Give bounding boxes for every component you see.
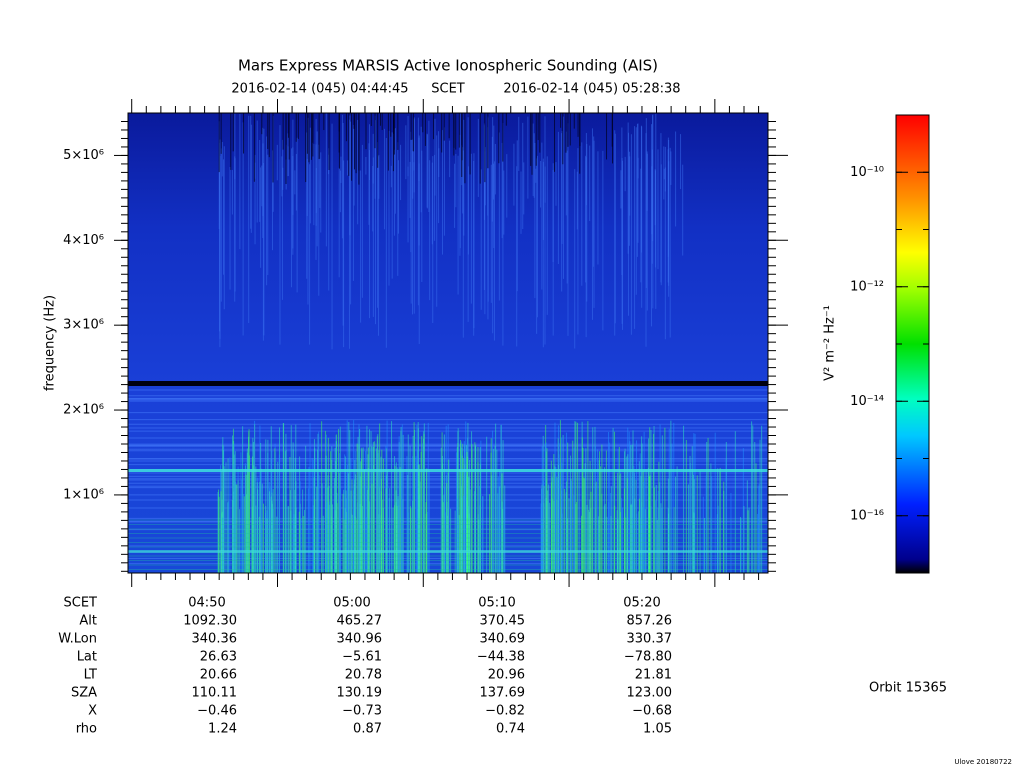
texture-band (128, 550, 768, 553)
y-tick-label: 5×10⁶ (63, 148, 104, 163)
colorbar-tick-label: 10⁻¹⁶ (850, 508, 884, 523)
colorbar-label: V² m⁻² Hz⁻¹ (823, 305, 838, 381)
ephemeris-value: −0.82 (485, 704, 525, 719)
ephemeris: SCET 04:50 05:00 05:10 05:20 Alt 1092.30 465.27… (58, 596, 672, 737)
ephemeris-label: SZA (71, 686, 97, 701)
title: Mars Express MARSIS Active Ionospheric S… (238, 57, 658, 75)
ephemeris-label: X (88, 704, 97, 719)
texture-band (128, 469, 768, 472)
y-axis-label: frequency (Hz) (43, 295, 58, 391)
ephemeris-value: −0.68 (632, 704, 672, 719)
colorbar-tick-label: 10⁻¹² (850, 279, 884, 294)
ephemeris-value: 857.26 (627, 614, 673, 629)
ephemeris-value: 05:20 (623, 596, 660, 611)
ephemeris-value: 123.00 (627, 686, 673, 701)
ephemeris-label: LT (84, 668, 97, 683)
orbit: Orbit 15365 (869, 681, 947, 696)
texture-band (128, 381, 768, 386)
ephemeris-value: 370.45 (480, 614, 526, 629)
ephemeris-label: Alt (79, 614, 97, 629)
ephemeris-value: 05:00 (333, 596, 370, 611)
ephemeris-label: W.Lon (58, 632, 97, 647)
ephemeris-value: 130.19 (337, 686, 383, 701)
ephemeris-value: 1092.30 (183, 614, 237, 629)
y-tick-label: 4×10⁶ (63, 233, 104, 248)
ephemeris-value: 0.74 (496, 722, 525, 737)
ephemeris-value: −0.73 (342, 704, 382, 719)
ephemeris-value: 0.87 (353, 722, 382, 737)
ephemeris-value: 21.81 (635, 668, 672, 683)
footer: Ulove 20180722 (954, 758, 1012, 766)
plot-frame (127, 112, 769, 574)
start-time: 2016-02-14 (045) 04:44:45 (231, 82, 408, 97)
ephemeris-value: 1.05 (643, 722, 672, 737)
end-time: 2016-02-14 (045) 05:28:38 (503, 82, 680, 97)
ephemeris-value: 04:50 (188, 596, 225, 611)
ephemeris-value: 330.37 (627, 632, 673, 647)
ephemeris-value: 20.96 (488, 668, 525, 683)
spectrogram (128, 113, 768, 573)
ephemeris-value: −44.38 (477, 650, 525, 665)
y-tick-label: 1×10⁶ (63, 487, 104, 502)
y-tick-label: 3×10⁶ (63, 318, 104, 333)
y-tick-label: 2×10⁶ (63, 403, 104, 418)
ephemeris-value: 1.24 (208, 722, 237, 737)
colorbar-tick-label: 10⁻¹⁴ (850, 394, 884, 409)
ephemeris-value: −0.46 (197, 704, 237, 719)
ephemeris-value: 20.78 (345, 668, 382, 683)
ephemeris-value: 465.27 (337, 614, 383, 629)
ephemeris-value: 20.66 (200, 668, 237, 683)
ephemeris-label: Lat (77, 650, 97, 665)
ephemeris-value: 137.69 (480, 686, 526, 701)
ephemeris-value: 110.11 (192, 686, 238, 701)
ephemeris-label: rho (76, 722, 97, 737)
ephemeris-value: 340.96 (337, 632, 383, 647)
ephemeris-value: 340.36 (192, 632, 238, 647)
time-frame: SCET (431, 82, 465, 97)
ephemeris-value: 05:10 (478, 596, 515, 611)
ephemeris-label: SCET (64, 596, 98, 611)
colorbar-tick-label: 10⁻¹⁰ (850, 165, 884, 180)
ephemeris-value: 340.69 (480, 632, 526, 647)
ephemeris-value: −78.80 (624, 650, 672, 665)
ephemeris-value: 26.63 (200, 650, 237, 665)
ephemeris-value: −5.61 (342, 650, 382, 665)
